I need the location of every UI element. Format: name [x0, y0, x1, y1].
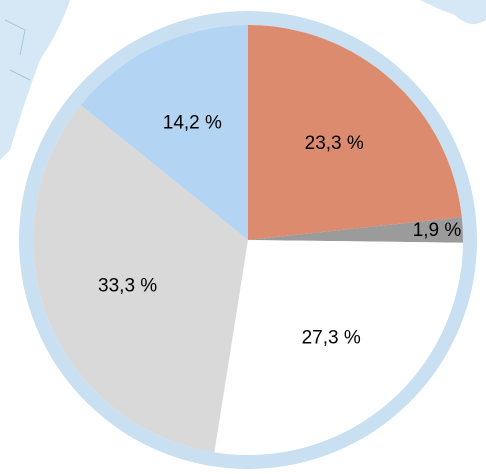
pie-slice — [248, 25, 462, 240]
data-label: 1,9 % — [413, 220, 462, 241]
pie-slice — [80, 25, 248, 240]
pie-slice — [214, 240, 463, 455]
data-label: 14,2 % — [163, 113, 222, 134]
pie-slice — [33, 105, 248, 453]
background-map — [0, 0, 486, 160]
data-label: 33,3 % — [98, 275, 157, 296]
data-label: 23,3 % — [305, 133, 364, 154]
map-land — [420, 0, 486, 24]
map-border — [4, 19, 31, 81]
pie-ring — [19, 11, 477, 469]
data-label: 27,3 % — [302, 328, 361, 349]
pie-slice — [248, 217, 463, 243]
map-land — [0, 0, 70, 160]
